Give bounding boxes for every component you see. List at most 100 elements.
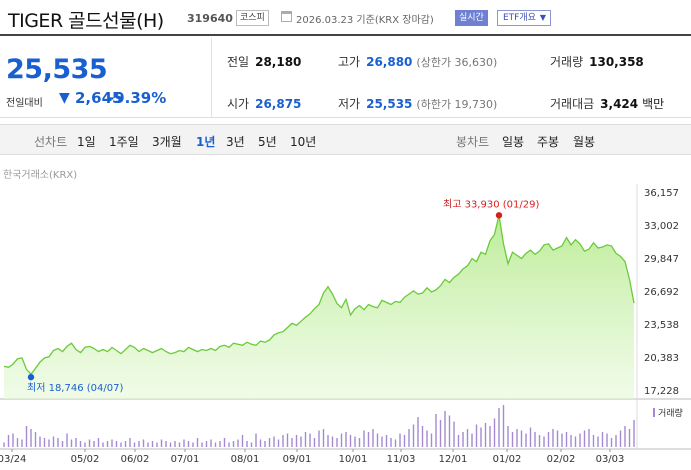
volume-bar — [367, 432, 370, 447]
volume-bar — [106, 441, 109, 447]
max-point-marker — [495, 212, 503, 219]
volume-bar — [579, 433, 581, 447]
volume-legend-label: 거래량 — [658, 407, 683, 419]
volume-bar — [565, 432, 568, 447]
min-point-marker — [27, 373, 35, 381]
volume-bar — [84, 442, 86, 447]
volume-bar — [529, 427, 532, 447]
x-tick-label: 07/01 — [171, 454, 200, 465]
price-change-percent: -9.39% — [108, 89, 167, 107]
volume-bar — [93, 441, 95, 447]
volume-bar — [592, 435, 595, 447]
volume-bar — [588, 429, 590, 447]
period-1d[interactable]: 1일 — [77, 135, 96, 149]
down-arrow-icon: ▼ — [59, 90, 70, 106]
price-change: 2,645 — [75, 89, 123, 107]
volume-bar — [259, 439, 262, 447]
volume-bar — [223, 438, 226, 447]
x-tick-label: 01/02 — [493, 454, 522, 465]
volume-bar — [394, 439, 397, 447]
etf-info-dropdown[interactable]: ETF개요 ▼ — [497, 10, 551, 26]
volume-bar — [241, 435, 244, 447]
volume-bar — [174, 441, 176, 447]
candle-weekly[interactable]: 주봉 — [537, 135, 560, 149]
volume-bar — [574, 436, 577, 447]
volume-bar — [178, 442, 181, 447]
volume-bar — [70, 439, 73, 447]
calendar-icon — [281, 11, 292, 22]
compare-label: 전일대비 — [6, 98, 43, 109]
volume-bar — [417, 417, 419, 447]
x-tick-label: 10/01 — [339, 454, 368, 465]
volume-bar — [286, 433, 289, 447]
volume-bar — [219, 441, 221, 447]
volume-bar — [358, 438, 361, 447]
y-tick-label: 36,157 — [644, 188, 679, 199]
period-5y[interactable]: 5년 — [258, 135, 277, 149]
volume-bar — [304, 432, 307, 447]
stat-value: 130,358 — [589, 55, 644, 69]
volume-bar — [520, 430, 523, 447]
volume-bar — [345, 432, 347, 447]
volume-bar — [88, 439, 91, 447]
stat-high: 고가 26,880 (상한가 36,630) — [338, 53, 497, 70]
volume-bar — [30, 429, 32, 447]
volume-bar — [3, 442, 5, 447]
volume-bar — [390, 438, 392, 447]
volume-bar — [214, 442, 217, 447]
x-tick-label: 06/02 — [121, 454, 150, 465]
volume-bar — [151, 441, 154, 447]
volume-bar — [336, 438, 338, 447]
volume-bar — [372, 429, 374, 447]
volume-bar — [597, 436, 599, 447]
stat-value: 28,180 — [255, 55, 302, 69]
volume-bar — [250, 442, 253, 447]
stat-label: 전일 — [227, 55, 250, 69]
volume-bar — [633, 420, 635, 447]
period-10y[interactable]: 10년 — [290, 135, 317, 149]
realtime-button[interactable]: 실시간 — [455, 10, 488, 26]
volume-bar — [246, 441, 248, 447]
lower-limit: (하한가 19,730) — [416, 98, 498, 111]
period-3y[interactable]: 3년 — [226, 135, 245, 149]
stat-value: 26,880 — [366, 55, 413, 69]
volume-bar — [52, 436, 55, 447]
volume-bar — [232, 441, 235, 447]
volume-bar — [525, 433, 527, 447]
period-3m[interactable]: 3개월 — [152, 135, 182, 149]
volume-bar — [79, 441, 82, 447]
volume-bar — [340, 433, 343, 447]
volume-bar — [102, 442, 104, 447]
volume-bar — [66, 433, 68, 447]
max-price-label: 최고 33,930 (01/29) — [443, 198, 539, 210]
stat-value: 26,875 — [255, 97, 302, 111]
period-1w[interactable]: 1주일 — [109, 135, 139, 149]
market-badge: 코스피 — [236, 10, 269, 26]
volume-bar — [192, 442, 194, 447]
volume-bar — [277, 439, 280, 447]
volume-bar — [201, 442, 203, 447]
volume-bar — [493, 418, 496, 447]
volume-bar — [309, 433, 311, 447]
volume-bar — [183, 439, 185, 447]
candle-monthly[interactable]: 월봉 — [573, 135, 596, 149]
volume-bar — [124, 441, 127, 447]
stat-value: 25,535 — [366, 97, 413, 111]
volume-bar — [43, 438, 46, 447]
volume-bar — [300, 436, 302, 447]
volume-bar — [439, 420, 442, 447]
candle-chart-label: 봉차트 — [456, 135, 490, 149]
period-1y[interactable]: 1년 — [196, 135, 216, 149]
volume-bar — [25, 426, 28, 447]
candle-daily[interactable]: 일봉 — [502, 135, 525, 149]
volume-bar — [282, 435, 284, 447]
volume-bar — [12, 433, 14, 447]
volume-bar — [187, 441, 190, 447]
stock-code: 319640 — [187, 12, 233, 25]
volume-bar — [75, 438, 77, 447]
volume-bar — [624, 426, 626, 447]
stat-label: 저가 — [338, 97, 361, 111]
x-tick-label: 03/03 — [596, 454, 625, 465]
volume-bar — [444, 411, 446, 447]
